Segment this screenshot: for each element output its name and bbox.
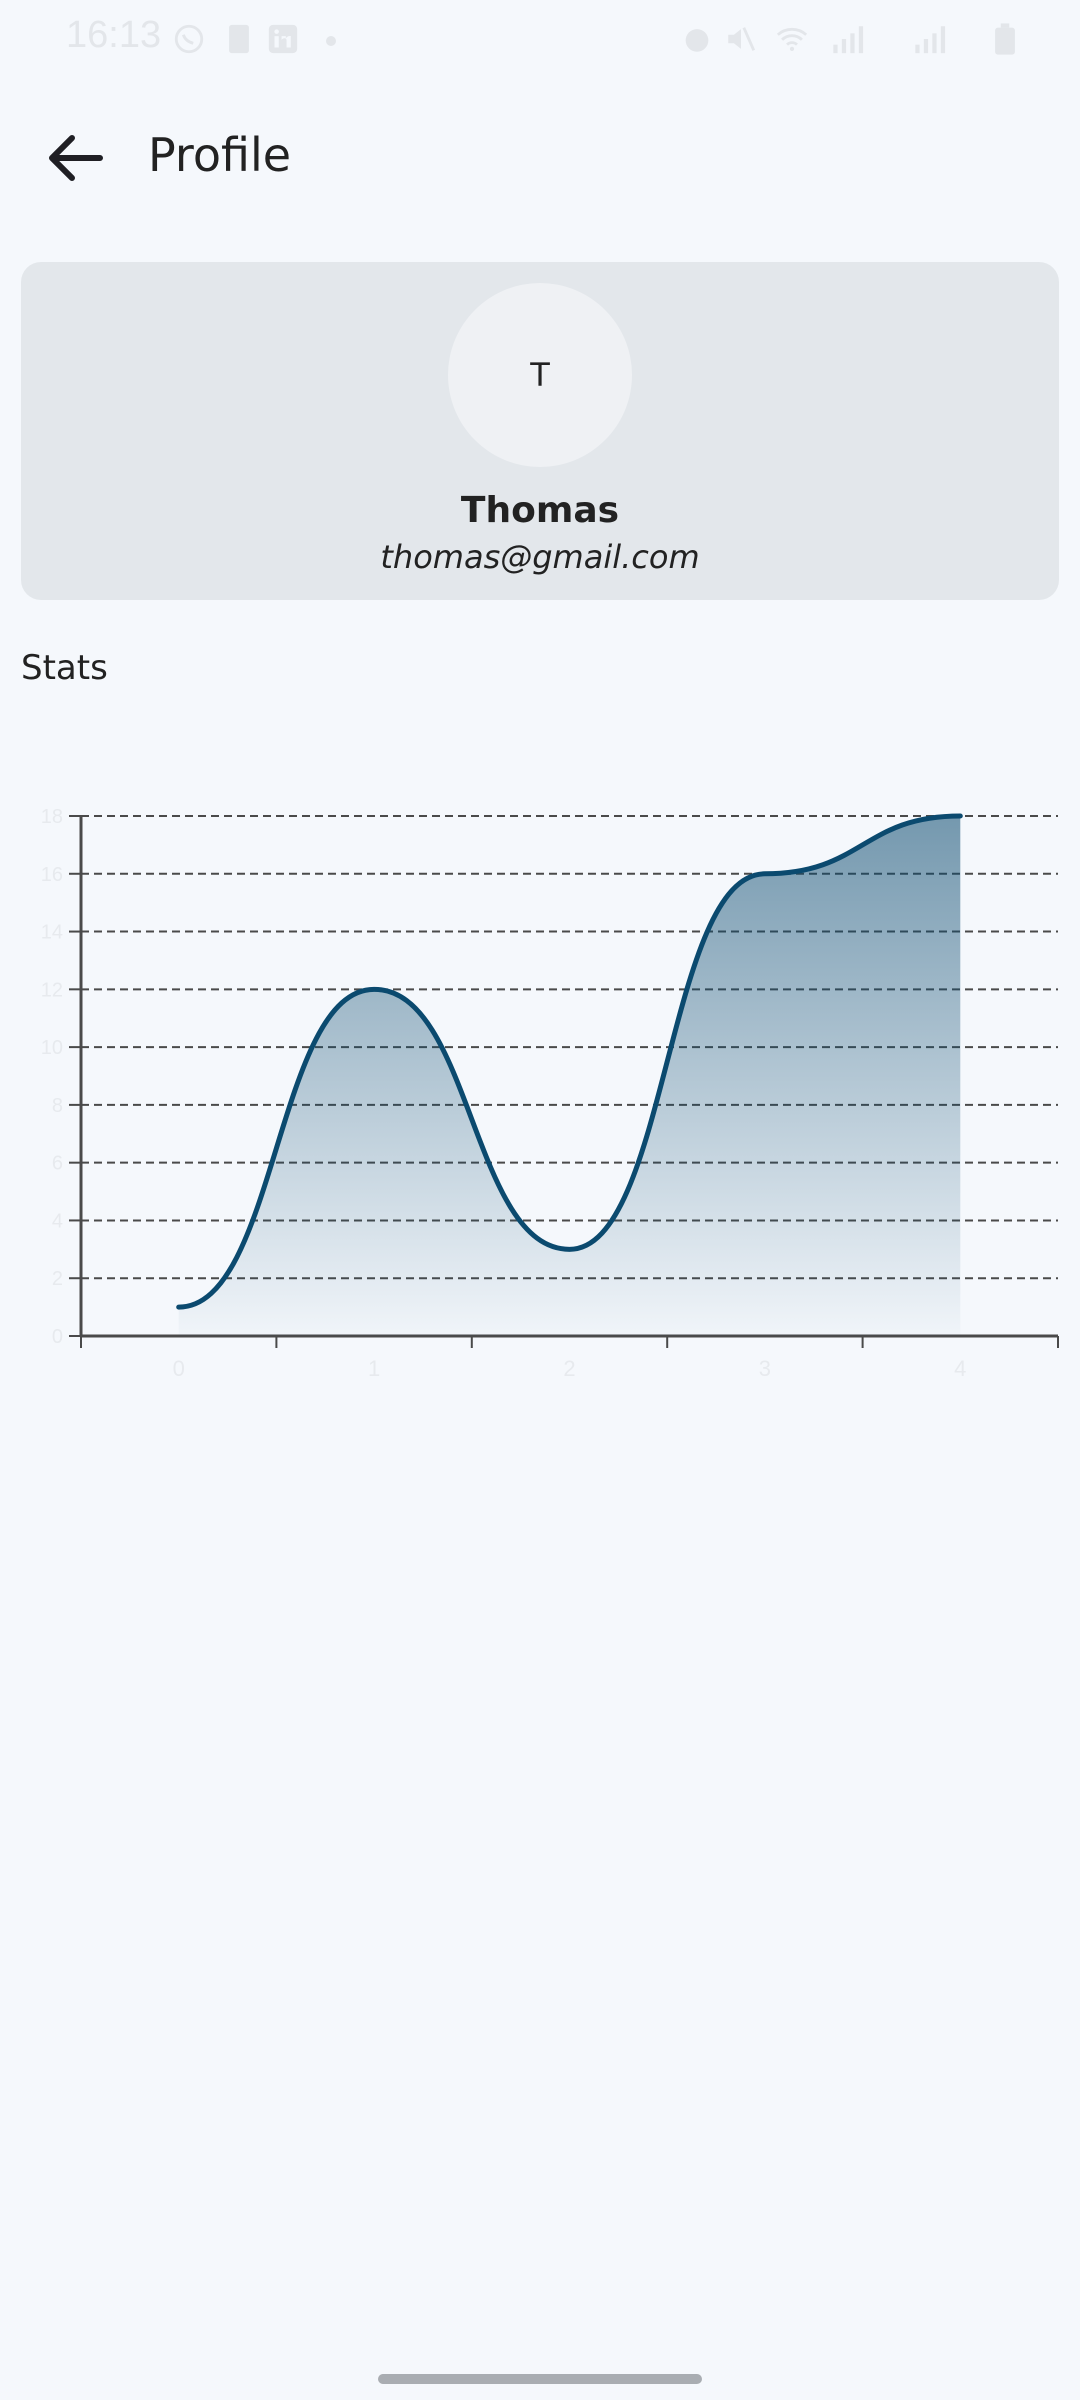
y-tick-label: 16	[41, 864, 63, 886]
arrow-left-icon	[49, 135, 103, 181]
y-tick-label: 10	[41, 1037, 63, 1059]
area-fill	[178, 816, 961, 1336]
notification-dot-icon	[326, 36, 336, 46]
page-title: Profile	[148, 128, 292, 182]
status-bar: 16:13	[0, 0, 1080, 80]
signal-icon	[826, 22, 886, 56]
alarm-icon	[680, 22, 714, 56]
profile-name: Thomas	[460, 490, 620, 531]
x-tick-label: 0	[173, 1356, 185, 1381]
avatar-initial: T	[530, 356, 550, 394]
x-tick-label: 4	[954, 1356, 966, 1381]
x-tick-label: 2	[563, 1356, 575, 1381]
battery-icon	[990, 22, 1020, 56]
y-tick-label: 4	[52, 1210, 63, 1232]
y-tick-label: 18	[41, 806, 63, 828]
profile-card: T Thomas thomas@gmail.com	[21, 262, 1059, 600]
app-bar: Profile	[0, 100, 1080, 215]
x-tick-label: 3	[759, 1356, 771, 1381]
x-tick-label: 1	[368, 1356, 380, 1381]
n-icon	[222, 22, 256, 56]
wifi-icon	[772, 22, 812, 56]
back-button[interactable]	[36, 124, 112, 192]
y-tick-label: 14	[41, 922, 63, 944]
stats-heading: Stats	[21, 648, 108, 688]
y-tick-label: 0	[52, 1326, 63, 1348]
signal-icon	[908, 22, 968, 56]
y-tick-label: 8	[52, 1095, 63, 1117]
status-time: 16:13	[66, 14, 162, 56]
profile-email: thomas@gmail.com	[380, 538, 700, 576]
home-indicator[interactable]	[378, 2374, 702, 2384]
avatar: T	[448, 283, 632, 467]
series-line	[176, 813, 963, 1310]
y-tick-label: 6	[52, 1153, 63, 1175]
mute-icon	[724, 22, 758, 56]
stats-chart: 0 2 4 6 8 10 12 14 16 18 0 1 2 3 4	[0, 780, 1080, 1400]
y-tick-label: 12	[41, 979, 63, 1001]
whatsapp-icon	[172, 22, 206, 56]
linkedin-icon	[266, 22, 300, 56]
y-tick-label: 2	[52, 1268, 63, 1290]
